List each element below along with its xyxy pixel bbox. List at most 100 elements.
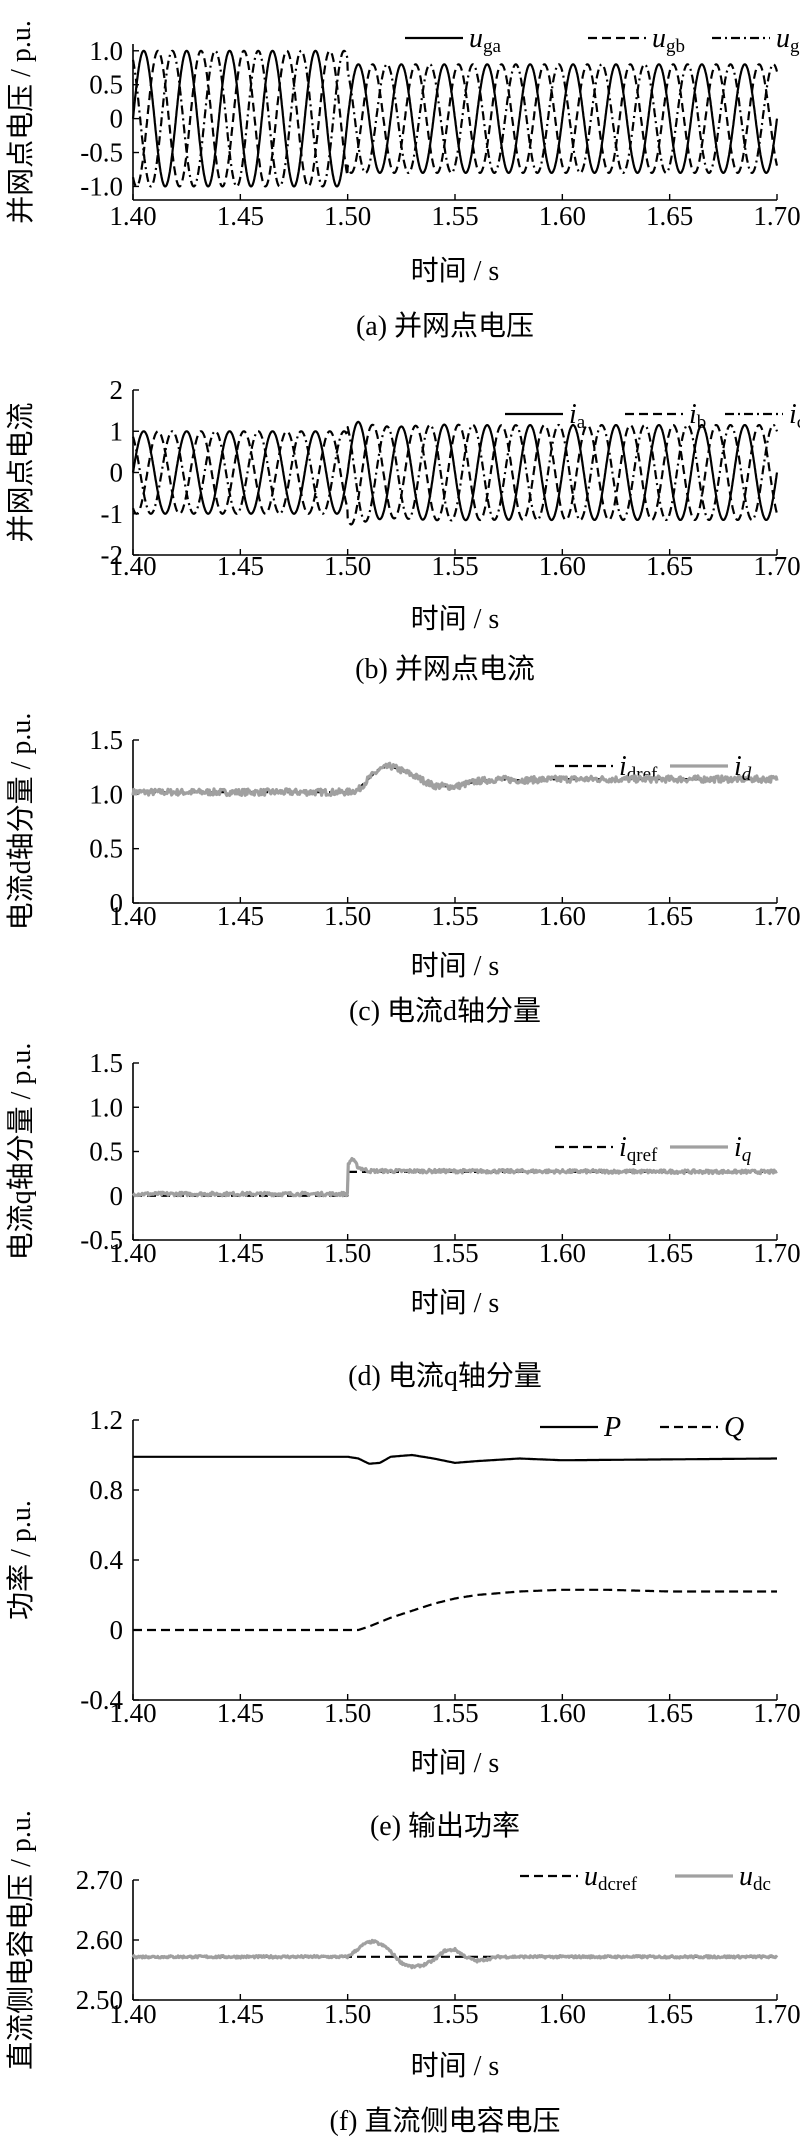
y-tick-label: -0.4 — [80, 1685, 123, 1715]
x-tick-label: 1.60 — [539, 551, 586, 581]
x-tick-label: 1.40 — [109, 551, 156, 581]
x-tick-label: 1.65 — [646, 551, 693, 581]
x-tick-label: 1.60 — [539, 201, 586, 231]
chart-panel-f: 1.40 1.45 1.50 1.55 1.60 1.65 1.70 2.70 2.60 2.50… — [5, 1810, 800, 2137]
chart-caption: (a) 并网点电压 — [356, 310, 534, 342]
y-axis-label: 并网点电流 — [5, 402, 37, 542]
x-tick-label: 1.65 — [646, 1999, 693, 2029]
chart-panel-a: 1.40 1.45 1.50 1.55 1.60 1.65 1.70 1.0 0.5 0 -0.5-… — [5, 20, 800, 342]
legend-label: iq — [734, 1132, 752, 1166]
legend-label: udc — [739, 1861, 771, 1895]
x-tick-label: 1.45 — [217, 1698, 264, 1728]
y-tick-label: -2 — [101, 540, 124, 570]
x-tick-label: 1.50 — [324, 551, 371, 581]
series-line-uga — [131, 49, 779, 188]
y-axis-label: 电流d轴分量 / p.u. — [5, 713, 37, 931]
x-tick-label: 1.55 — [431, 1698, 478, 1728]
legend-label: id — [734, 751, 752, 785]
chart-caption: (e) 输出功率 — [370, 1810, 520, 1842]
y-tick-label: 0.4 — [89, 1545, 123, 1575]
legend-label: ib — [689, 399, 706, 433]
x-tick-label: 1.70 — [753, 1999, 800, 2029]
y-tick-label: -0.5 — [80, 138, 123, 168]
y-tick-label: -1.0 — [80, 171, 123, 201]
x-tick-label: 1.45 — [217, 201, 264, 231]
x-tick-label: 1.70 — [753, 1238, 800, 1268]
x-tick-label: 1.50 — [324, 1999, 371, 2029]
chart-caption: (f) 直流侧电容电压 — [330, 2105, 561, 2137]
x-tick-label: 1.60 — [539, 1238, 586, 1268]
x-tick-label: 1.45 — [217, 551, 264, 581]
x-tick-label: 1.50 — [324, 1698, 371, 1728]
series-line-P — [132, 1453, 778, 1465]
legend-label: iqref — [619, 1132, 658, 1166]
x-tick-label: 1.70 — [753, 1698, 800, 1728]
x-tick-label: 1.55 — [431, 1999, 478, 2029]
y-tick-label: 0 — [110, 458, 124, 488]
series-line-udc — [131, 1938, 779, 1970]
y-tick-label: 0 — [110, 1181, 124, 1211]
y-tick-label: 1.0 — [89, 36, 123, 66]
y-tick-label: 2.70 — [76, 1865, 123, 1895]
legend-label: ugc — [776, 23, 800, 57]
x-tick-label: 1.40 — [109, 901, 156, 931]
x-tick-label: 1.55 — [431, 1238, 478, 1268]
x-tick-label: 1.50 — [324, 201, 371, 231]
series-line-ia — [131, 420, 779, 522]
x-tick-label: 1.45 — [217, 1999, 264, 2029]
x-tick-label: 1.50 — [324, 901, 371, 931]
x-tick-label: 1.40 — [109, 201, 156, 231]
x-tick-label: 1.50 — [324, 1238, 371, 1268]
series-line-Q — [132, 1588, 778, 1632]
y-tick-label: 2.60 — [76, 1925, 123, 1955]
y-tick-label: 1.0 — [89, 779, 123, 809]
legend-label: ugb — [652, 23, 685, 57]
x-tick-label: 1.70 — [753, 901, 800, 931]
series-line-id — [131, 761, 779, 797]
x-axis-label: 时间 / s — [411, 603, 500, 635]
x-tick-label: 1.55 — [431, 201, 478, 231]
x-axis-label: 时间 / s — [411, 1747, 500, 1779]
y-axis-label: 直流侧电容电压 / p.u. — [5, 1810, 37, 2070]
y-tick-label: 0.5 — [89, 834, 123, 864]
chart-panel-d: 1.40 1.45 1.50 1.55 1.60 1.65 1.70 1.5 1.0 0.5 0 -0… — [5, 1043, 800, 1392]
y-tick-label: 2 — [110, 375, 124, 405]
legend-label: P — [603, 1412, 621, 1443]
x-axis-label: 时间 / s — [411, 950, 500, 982]
y-axis-label: 电流q轴分量 / p.u. — [5, 1043, 37, 1261]
x-tick-label: 1.40 — [109, 1698, 156, 1728]
legend-label: Q — [724, 1412, 744, 1443]
legend-label: ic — [789, 399, 800, 433]
y-tick-label: 1.5 — [89, 725, 123, 755]
y-tick-label: 0.8 — [89, 1475, 123, 1505]
x-axis-label: 时间 / s — [411, 1287, 500, 1319]
legend-label: udcref — [584, 1861, 638, 1895]
x-tick-label: 1.65 — [646, 1238, 693, 1268]
x-axis-label: 时间 / s — [411, 255, 500, 287]
x-tick-label: 1.70 — [753, 201, 800, 231]
legend-label: uga — [469, 23, 502, 57]
x-tick-label: 1.70 — [753, 551, 800, 581]
series-line-ic — [131, 423, 779, 523]
x-tick-label: 1.65 — [646, 1698, 693, 1728]
x-tick-label: 1.65 — [646, 901, 693, 931]
y-tick-label: -0.5 — [80, 1225, 123, 1255]
chart-panel-b: 1.40 1.45 1.50 1.55 1.60 1.65 1.70 2 1 0 -1 -2 时间 / … — [5, 375, 800, 685]
x-tick-label: 1.60 — [539, 901, 586, 931]
x-axis-label: 时间 / s — [411, 2050, 500, 2082]
y-axis-label: 并网点电压 / p.u. — [5, 20, 37, 224]
series-line-iq — [132, 1156, 778, 1198]
y-tick-label: 1 — [110, 416, 124, 446]
y-axis-label: 功率 / p.u. — [5, 1500, 37, 1620]
x-tick-label: 1.60 — [539, 1698, 586, 1728]
x-tick-label: 1.45 — [217, 1238, 264, 1268]
chart-caption: (b) 并网点电流 — [355, 653, 535, 685]
y-tick-label: 0.5 — [89, 1137, 123, 1167]
x-tick-label: 1.40 — [109, 1238, 156, 1268]
x-tick-label: 1.60 — [539, 1999, 586, 2029]
y-tick-label: 0 — [110, 1615, 124, 1645]
x-tick-label: 1.40 — [109, 1999, 156, 2029]
chart-caption: (d) 电流q轴分量 — [348, 1360, 542, 1392]
legend-label: ia — [569, 399, 586, 433]
